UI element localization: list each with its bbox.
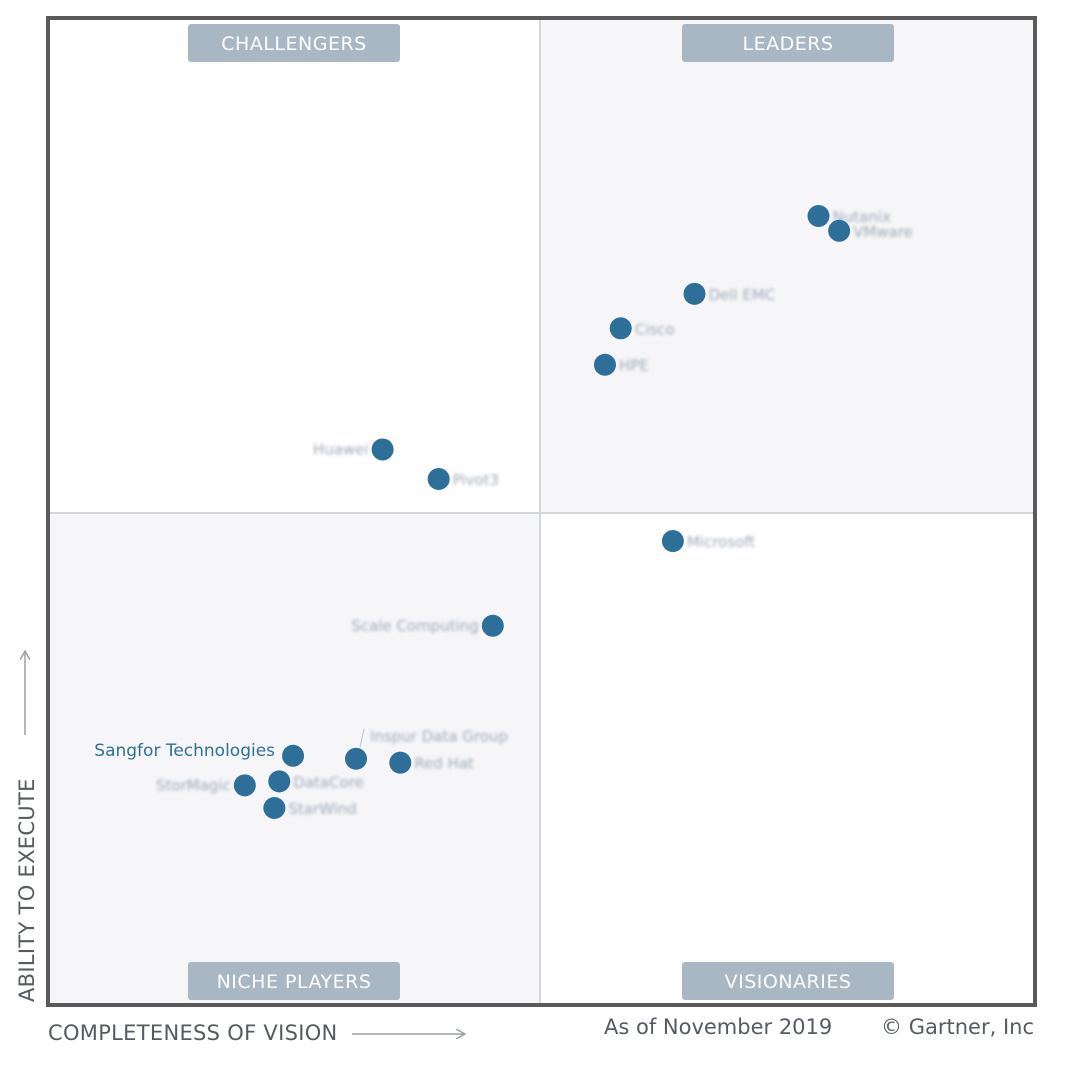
vendor-label: Sangfor Technologies [94,741,275,761]
vendor-point [661,530,684,553]
vendor-point-group: Dell EMC [683,282,776,305]
vendor-label-leader-line [359,728,365,747]
vendor-point [683,282,706,305]
x-axis-label: COMPLETENESS OF VISION [48,1021,338,1045]
vendor-label: Pivot3 [453,471,499,489]
vendor-point-group: StorMagic [156,774,256,797]
vendor-point-group: HPE [593,353,649,376]
vendor-point [389,751,412,774]
vendor-label: Cisco [635,320,675,338]
vendor-point-group: Nutanix [807,205,891,227]
vendor-point [481,614,504,637]
vendor-point-featured [282,744,305,767]
quadrant-tag-niche-players: NICHE PLAYERS [188,962,400,1000]
vendor-point [233,774,256,797]
quadrant-label-visionaries: VISIONARIES [725,971,852,993]
vendor-point [263,796,286,819]
vendor-label: Microsoft [687,533,755,551]
vendor-point-group: Inspur Data Group [345,728,508,770]
vendor-point-group: StarWind [263,796,357,819]
vendor-point-group: DataCore [268,770,364,793]
quadrant-bg-leaders [540,19,1034,513]
vendor-label: Inspur Data Group [370,728,508,746]
quadrant-tag-visionaries: VISIONARIES [682,962,894,1000]
vendor-point [828,219,851,242]
as-of-date: As of November 2019 [604,1015,832,1039]
vendor-point [593,353,616,376]
vendor-point-group: Huawei [313,438,394,461]
vendor-point [345,747,368,770]
vendor-point-group: VMware [828,219,913,242]
vendor-label: Dell EMC [709,286,776,304]
quadrant-tag-challengers: CHALLENGERS [188,24,400,62]
vendor-point-group: Microsoft [661,530,755,553]
vendor-point-group: Scale Computing [351,614,504,637]
vendor-label: Red Hat [414,755,474,773]
vendor-label: HPE [619,357,649,375]
vendor-label: DataCore [293,773,364,791]
vendor-point [427,467,450,490]
vendor-label: Scale Computing [351,617,479,635]
chart-frame [46,16,1037,1007]
quadrant-bg-visionaries [540,513,1034,1003]
quadrant-label-leaders: LEADERS [743,33,834,55]
vendor-point [609,317,632,340]
vendor-point-group: Red Hat [389,751,474,774]
vendor-label: VMware [853,223,913,241]
vendor-point [268,770,291,793]
vendor-point-group: Sangfor Technologies [94,741,305,767]
copyright-notice: © Gartner, Inc [881,1015,1034,1039]
vendor-point-group: Pivot3 [427,467,499,490]
vendor-point-group: Cisco [609,317,675,340]
vendor-label: Huawei [313,440,369,458]
vendor-label: StorMagic [156,776,231,794]
quadrant-tag-leaders: LEADERS [682,24,894,62]
vendor-point [807,205,830,227]
y-axis-label: ABILITY TO EXECUTE [15,778,39,1002]
vendor-label: Nutanix [833,208,891,226]
vendor-label: StarWind [288,800,356,818]
vendor-point [371,438,394,461]
quadrant-label-niche-players: NICHE PLAYERS [217,971,372,993]
quadrant-label-challengers: CHALLENGERS [221,33,366,55]
quadrant-bg-challengers [49,19,540,513]
